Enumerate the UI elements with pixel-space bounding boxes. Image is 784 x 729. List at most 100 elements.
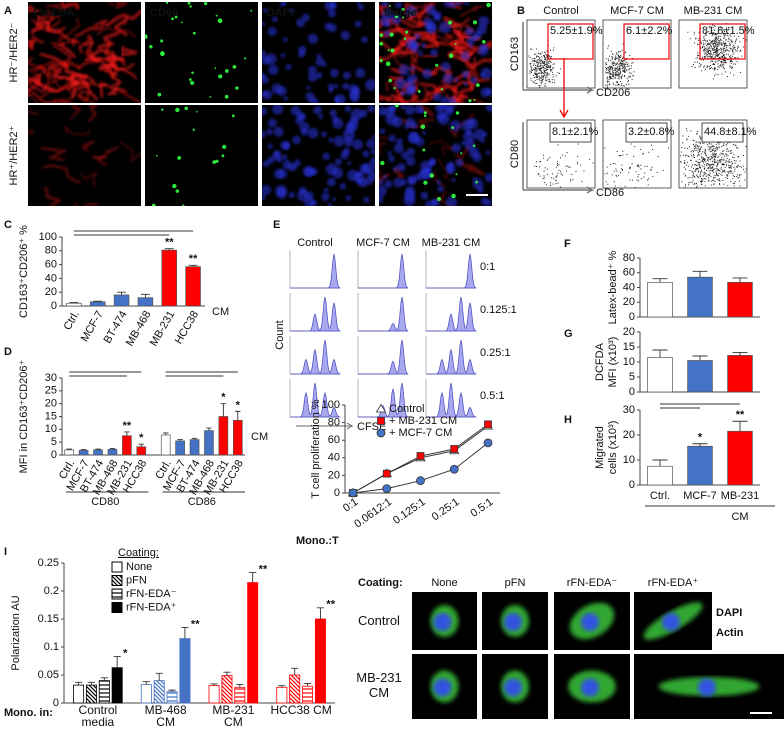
flow-event bbox=[732, 172, 734, 174]
error-bar bbox=[109, 448, 116, 450]
flow-event bbox=[713, 160, 715, 162]
flow-event bbox=[624, 70, 626, 72]
flow-event bbox=[713, 145, 715, 147]
stain-dot bbox=[321, 192, 330, 202]
flow-event bbox=[535, 161, 537, 163]
flow-event bbox=[725, 62, 727, 64]
flow-event bbox=[709, 172, 711, 174]
flow-event bbox=[533, 75, 535, 77]
flow-event bbox=[712, 54, 714, 56]
flow-event bbox=[689, 170, 691, 172]
flow-event bbox=[616, 175, 618, 177]
flow-event bbox=[685, 128, 687, 130]
flow-event bbox=[622, 60, 624, 62]
flow-event bbox=[690, 130, 692, 132]
flow-event bbox=[550, 66, 552, 68]
flow-event bbox=[697, 162, 699, 164]
flow-event bbox=[684, 147, 686, 149]
flow-event bbox=[627, 81, 629, 83]
flow-event bbox=[532, 81, 534, 83]
flow-event bbox=[727, 142, 729, 144]
stain-dot bbox=[405, 5, 417, 17]
stain-dot bbox=[355, 170, 363, 178]
flow-event bbox=[715, 50, 717, 52]
flow-event bbox=[712, 47, 714, 49]
stain-dot bbox=[387, 49, 390, 52]
flow-event bbox=[736, 176, 738, 178]
flow-event bbox=[698, 177, 700, 179]
stain-dot bbox=[362, 150, 370, 158]
flow-event bbox=[543, 177, 545, 179]
flow-event bbox=[730, 150, 732, 152]
significance-mark: * bbox=[123, 647, 128, 659]
flow-event bbox=[698, 66, 700, 68]
flow-event bbox=[698, 37, 700, 39]
flow-event bbox=[737, 45, 739, 47]
legend-label: rFN-EDA⁻ bbox=[126, 588, 177, 600]
stain-dot bbox=[389, 105, 397, 112]
flow-event bbox=[553, 67, 555, 69]
flow-event bbox=[718, 179, 720, 181]
stain-dot bbox=[396, 138, 403, 145]
flow-event bbox=[706, 164, 708, 166]
flow-event bbox=[713, 45, 715, 47]
flow-event bbox=[539, 53, 541, 55]
data-point bbox=[416, 476, 425, 486]
flow-event bbox=[539, 69, 541, 71]
flow-event bbox=[620, 76, 622, 78]
flow-event bbox=[696, 132, 698, 134]
flow-event bbox=[723, 47, 725, 49]
flow-event bbox=[718, 160, 720, 162]
flow-event bbox=[704, 57, 706, 59]
micrograph bbox=[501, 670, 529, 703]
flow-event bbox=[719, 26, 721, 28]
flow-event bbox=[628, 68, 630, 70]
flow-event bbox=[536, 76, 538, 78]
flow-event bbox=[542, 63, 544, 65]
flow-event bbox=[707, 168, 709, 170]
y-tick-label: 0.25 bbox=[38, 557, 59, 569]
flow-event bbox=[619, 80, 621, 82]
flow-event bbox=[544, 83, 546, 85]
flow-event bbox=[612, 53, 614, 55]
flow-event bbox=[725, 43, 727, 45]
flow-event bbox=[717, 66, 719, 68]
flow-event bbox=[732, 144, 734, 146]
flow-event bbox=[709, 165, 711, 167]
flow-event bbox=[700, 167, 702, 169]
flow-event bbox=[711, 156, 713, 158]
bar bbox=[93, 449, 103, 456]
flow-event bbox=[651, 166, 653, 168]
flow-event bbox=[535, 60, 537, 62]
flow-event bbox=[614, 74, 616, 76]
stain-dot bbox=[407, 73, 418, 84]
flow-event bbox=[728, 166, 730, 168]
stain-dot bbox=[262, 185, 272, 196]
flow-event bbox=[680, 155, 682, 157]
flow-event bbox=[618, 75, 620, 77]
fn-eda-stain bbox=[379, 26, 410, 38]
flow-event bbox=[703, 56, 705, 58]
flow-event bbox=[606, 81, 608, 83]
flow-event bbox=[606, 58, 608, 60]
flow-event bbox=[622, 154, 624, 156]
flow-event bbox=[722, 63, 724, 65]
flow-event bbox=[699, 142, 701, 144]
flow-event bbox=[713, 47, 715, 49]
flow-event bbox=[733, 166, 735, 168]
flow-event bbox=[622, 85, 624, 87]
flow-event bbox=[549, 68, 551, 70]
flow-event bbox=[730, 152, 732, 154]
fn-eda-stain bbox=[81, 139, 95, 152]
flow-event bbox=[684, 161, 686, 163]
flow-event bbox=[722, 57, 724, 59]
flow-event bbox=[548, 63, 550, 65]
stain-dot bbox=[403, 194, 416, 206]
flow-event bbox=[691, 65, 693, 67]
flow-event bbox=[732, 26, 734, 28]
stain-dot bbox=[431, 10, 437, 16]
stain-dot bbox=[331, 115, 340, 123]
flow-event bbox=[723, 36, 725, 38]
fn-eda-stain bbox=[29, 93, 58, 103]
